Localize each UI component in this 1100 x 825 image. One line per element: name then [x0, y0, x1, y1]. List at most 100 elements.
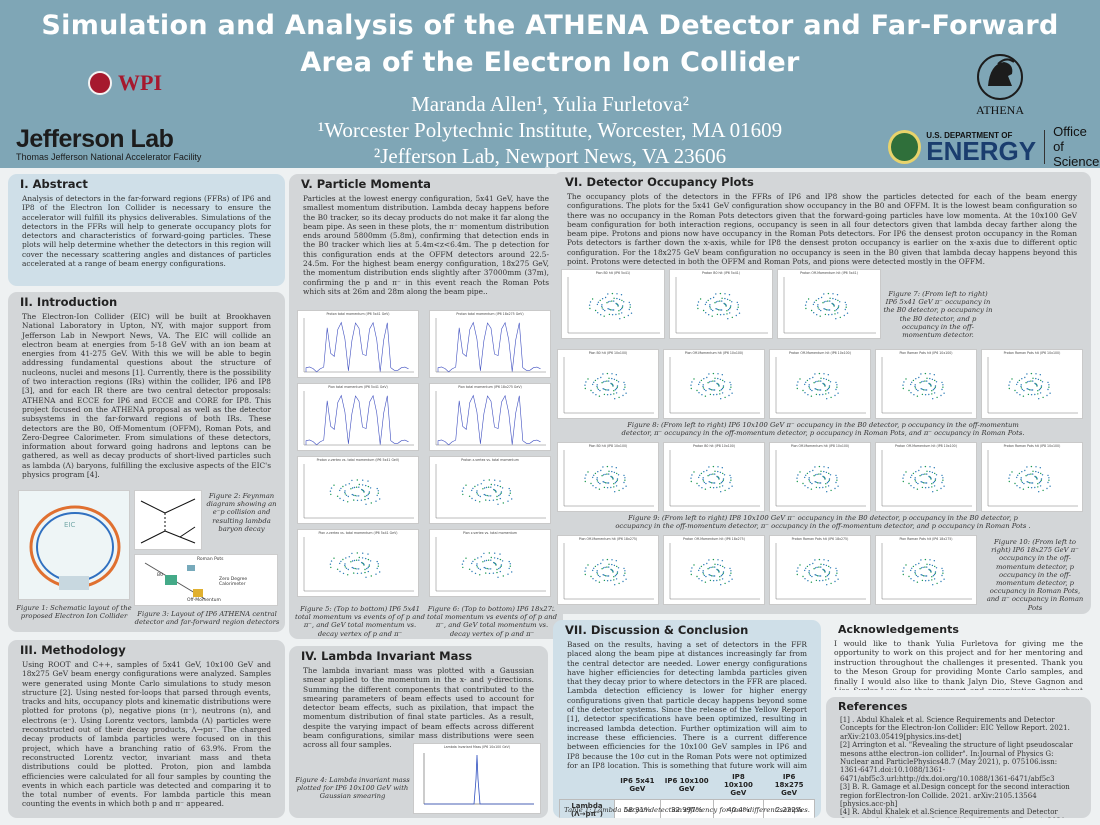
- plot-thumbnail: Proton Off-Momentum hit (IP6 10x100): [769, 349, 871, 419]
- section-heading: VI. Detector Occupancy Plots: [565, 175, 754, 189]
- discussion-text: Based on the results, having a set of de…: [567, 640, 807, 779]
- plot-title: Pion Off-Momentum hit (IP6 10x100): [684, 351, 744, 355]
- plot-thumbnail: Pion total momentum (IP6 5x41 GeV): [297, 383, 419, 451]
- lambda-mass-plot: Lambda Invariant Mass (IP6 10x100 GeV): [413, 743, 541, 814]
- doe-logo: U.S. DEPARTMENT OF ENERGY Office of Scie…: [888, 124, 1100, 169]
- poster-title-line1: Simulation and Analysis of the ATHENA De…: [41, 10, 1059, 41]
- plot-title: Proton total momentum (IP6 5x41 GeV): [326, 312, 390, 316]
- jefferson-lab-logo: Jefferson Lab Thomas Jefferson National …: [16, 125, 202, 162]
- fig9-caption: Figure 9: (From left to right) IP8 10x10…: [615, 514, 1031, 531]
- plot-title: Proton Roman Pots hit (IP6 18x275): [791, 537, 849, 541]
- plot-thumbnail: Proton total momentum (IP6 18x275 GeV): [429, 310, 551, 378]
- plot-thumbnail: Pion z-vertex vs. total momentum: [429, 529, 551, 597]
- particle-momenta-text: Particles at the lowest energy configura…: [303, 194, 549, 296]
- table-header-cell: IP6 5x41 GeV: [614, 771, 661, 800]
- detector-occupancy-text: The occupancy plots of the detectors in …: [567, 192, 1077, 267]
- plot-thumbnail: Pion total momentum (IP6 18x275 GeV): [429, 383, 551, 451]
- table-cell: 2.222%: [763, 799, 815, 818]
- fig1-eic-schematic: EIC: [18, 490, 130, 600]
- poster-header: Simulation and Analysis of the ATHENA De…: [0, 0, 1100, 169]
- plot-thumbnail: Pion z-vertex vs. total momentum (IP6 5x…: [297, 529, 419, 597]
- plot-thumbnail: Pion Roman Pots hit (IP6 18x275): [875, 535, 977, 605]
- plot-title: Proton Off-Momentum hit (IP6 18x275): [683, 537, 745, 541]
- plot-title: Pion z-vertex vs. total momentum (IP6 5x…: [318, 531, 398, 535]
- plot-thumbnail: Proton Off-Momentum hit (IP6 18x275): [663, 535, 765, 605]
- athena-helmet-icon: [977, 54, 1023, 100]
- plot-title: Proton B0 hit (IP6 5x41): [701, 271, 741, 275]
- table-row: Lambda (Λ→pπ⁻) 58.31% 32.997% 40.4% 2.222%: [559, 799, 815, 818]
- table-cell: 58.31%: [613, 799, 661, 818]
- reference-item: [1] . Abdul Khalek et al. Science Requir…: [840, 716, 1070, 741]
- table-caption: Table 1: Lambda baryon detection efficie…: [564, 806, 810, 814]
- plot-thumbnail: Proton B0 hit (IP8 10x100): [663, 442, 765, 512]
- plot-title: Pion total momentum (IP6 5x41 GeV): [328, 385, 388, 389]
- fig10-caption: Figure 10: (From left to right) IP6 18x2…: [986, 538, 1084, 612]
- table-cell: 32.997%: [659, 799, 714, 818]
- section-heading: VII. Discussion & Conclusion: [565, 623, 749, 637]
- fig7-caption: Figure 7: (From left to right) IP6 5x41 …: [883, 290, 993, 340]
- fig6-caption: Figure 6: (Top to bottom) IP6 18x275 tot…: [427, 605, 557, 638]
- fig1-caption: Figure 1: Schematic layout of the propos…: [16, 604, 132, 621]
- plot-title: Pion z-vertex vs. total momentum: [462, 531, 518, 535]
- abstract-panel: I. Abstract Analysis of detectors in the…: [8, 174, 285, 286]
- acknowledgements-text: I would like to thank Yulia Furletova fo…: [834, 639, 1083, 690]
- plot-thumbnail: Proton Roman Pots hit (IP6 10x100): [981, 349, 1083, 419]
- reference-item: [3] B. R. Gamage et al.Design concept fo…: [840, 783, 1070, 809]
- plot-thumbnail: Proton B0 hit (IP6 5x41): [669, 269, 773, 339]
- reference-item: [2] Arrington et al. "Revealing the stru…: [840, 741, 1073, 783]
- plot-thumbnail: Proton z-vertex vs. total momentum (IP6 …: [297, 456, 419, 524]
- plot-title: Proton total momentum (IP6 18x275 GeV): [456, 312, 524, 316]
- efficiency-table: IP6 5x41 GeV IP6 10x100 GeV IP8 10x100 GeV…: [559, 771, 815, 818]
- plot-title: Proton B0 hit (IP8 10x100): [692, 444, 736, 448]
- plot-title: Pion B0 hit (IP8 10x100): [588, 444, 628, 448]
- table-header-cell: IP6 18x275 GeV: [763, 771, 815, 800]
- particle-momenta-panel: V. Particle Momenta Particles at the low…: [289, 174, 563, 639]
- section-heading: I. Abstract: [20, 177, 88, 191]
- table-row-label: Lambda (Λ→pπ⁻): [559, 799, 615, 818]
- plot-thumbnail: Pion Off-Momentum hit (IP6 18x275): [557, 535, 659, 605]
- wpi-seal-icon: [88, 71, 112, 95]
- plot-title: Proton Off-Momentum hit (IP8 10x100): [895, 444, 957, 448]
- fig2-caption: Figure 2: Feynman diagram showing an e⁻p…: [206, 492, 277, 533]
- lambda-mass-panel: IV. Lambda Invariant Mass The lambda inv…: [289, 646, 548, 818]
- plot-title: Pion Roman Pots hit (IP6 10x100): [899, 351, 953, 355]
- plot-title: Pion B0 hit (IP6 5x41): [595, 271, 631, 275]
- plot-thumbnail: Pion B0 hit (IP8 10x100): [557, 442, 659, 512]
- athena-logo: ATHENA: [955, 52, 1045, 118]
- plot-title: Pion total momentum (IP6 18x275 GeV): [458, 385, 522, 389]
- plot-thumbnail: Proton Roman Pots hit (IP8 10x100): [981, 442, 1083, 512]
- plot-title: Proton Off-Momentum hit (IP6 5x41): [800, 271, 858, 275]
- table-cell: 40.4%: [712, 799, 765, 818]
- fig3-detector-layout: Roman Pots B0 Zero Degree Calorimeter Of…: [134, 554, 278, 606]
- table-header-cell: IP6 10x100 GeV: [660, 771, 714, 800]
- fig5-caption: Figure 5: (Top to bottom) IP6 5x41 total…: [295, 605, 425, 638]
- affiliation-2: ²Jefferson Lab, Newport News, VA 23606: [373, 144, 727, 168]
- section-heading: II. Introduction: [20, 295, 118, 309]
- abstract-text: Analysis of detectors in the far-forward…: [22, 194, 271, 269]
- discussion-panel: VII. Discussion & Conclusion Based on th…: [553, 620, 821, 818]
- references-panel: References [1] . Abdul Khalek et al. Sci…: [826, 697, 1091, 818]
- plot-title: Pion Off-Momentum hit (IP6 18x275): [578, 537, 638, 541]
- poster-title-line2: Area of the Electron Ion Collider: [300, 47, 800, 78]
- section-heading: References: [838, 700, 908, 713]
- section-heading: IV. Lambda Invariant Mass: [301, 649, 473, 663]
- plot-thumbnail: Proton Roman Pots hit (IP6 18x275): [769, 535, 871, 605]
- plot-thumbnail: Proton Off-Momentum hit (IP8 10x100): [875, 442, 977, 512]
- plot-thumbnail: Pion B0 hit (IP6 5x41): [561, 269, 665, 339]
- plot-title: Proton z-vertex vs. total momentum (IP6 …: [316, 458, 400, 462]
- plot-thumbnail: Pion B0 hit (IP6 10x100): [557, 349, 659, 419]
- lambda-mass-text: The lambda invariant mass was plotted wi…: [303, 666, 534, 750]
- methodology-text: Using ROOT and C++, samples of 5x41 GeV,…: [22, 660, 271, 809]
- plot-thumbnail: Pion Roman Pots hit (IP6 10x100): [875, 349, 977, 419]
- table-header-cell: [559, 771, 615, 800]
- plot-title: Pion Roman Pots hit (IP6 18x275): [899, 537, 953, 541]
- table-header-cell: IP8 10x100 GeV: [713, 771, 764, 800]
- plot-title: Proton Off-Momentum hit (IP6 10x100): [789, 351, 851, 355]
- wpi-logo: WPI: [88, 70, 162, 96]
- references-list: [1] . Abdul Khalek et al. Science Requir…: [826, 716, 1091, 818]
- plot-title: Proton Roman Pots hit (IP6 10x100): [1003, 351, 1061, 355]
- plot-title: Pion Off-Momentum hit (IP8 10x100): [790, 444, 850, 448]
- section-heading: III. Methodology: [20, 643, 126, 657]
- plot-title: Proton z-vertex vs. total momentum: [461, 458, 519, 462]
- section-heading: V. Particle Momenta: [301, 177, 431, 191]
